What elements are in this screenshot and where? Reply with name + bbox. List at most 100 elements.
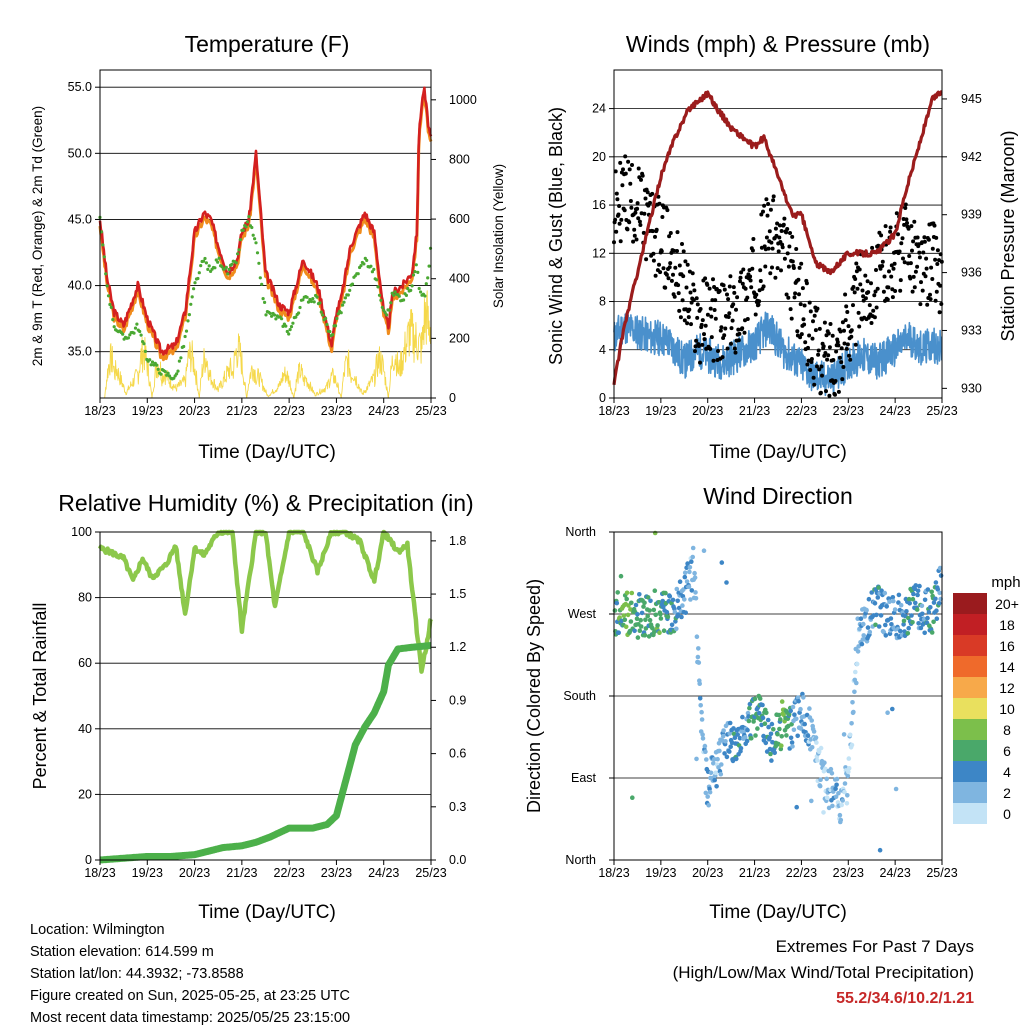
direction-point <box>712 756 717 762</box>
station-latlon: Station lat/lon: 44.3932; -73.8588 <box>30 966 244 982</box>
gust-point <box>857 324 862 329</box>
gust-point <box>913 269 918 274</box>
direction-point <box>698 703 703 708</box>
direction-point <box>898 602 904 608</box>
gust-point <box>677 263 682 268</box>
gust-point <box>661 266 666 271</box>
direction-point <box>817 783 823 789</box>
direction-point <box>833 794 839 800</box>
dewpoint-point <box>230 262 234 266</box>
gust-point <box>699 322 704 327</box>
dewpoint-point <box>268 311 272 315</box>
humidity-xtick-label: 24/23 <box>368 866 399 880</box>
gust-point <box>922 239 927 244</box>
gust-point <box>745 317 750 321</box>
gust-point <box>710 298 715 303</box>
dewpoint-point <box>343 296 347 300</box>
legend-swatch <box>953 593 987 614</box>
gust-point <box>806 345 810 350</box>
dewpoint-point <box>156 367 160 371</box>
direction-point <box>687 565 693 570</box>
gust-point <box>734 307 738 312</box>
gust-point <box>688 290 693 295</box>
gust-point <box>805 362 810 367</box>
gust-point <box>716 349 720 353</box>
gust-point <box>762 203 767 208</box>
winds-xtick-label: 19/23 <box>645 404 676 418</box>
gust-point <box>874 305 879 310</box>
legend-swatch <box>953 698 987 719</box>
gust-point <box>726 315 731 319</box>
gust-point <box>623 154 628 159</box>
dewpoint-point <box>346 293 350 297</box>
dewpoint-point <box>104 272 108 276</box>
direction-point <box>771 727 776 732</box>
gust-point <box>824 389 828 394</box>
direction-point <box>822 760 827 765</box>
direction-point <box>920 611 925 617</box>
gust-point <box>618 239 623 244</box>
winds-xtick-label: 24/23 <box>880 404 911 418</box>
gust-point <box>708 346 713 351</box>
gust-point <box>858 282 863 287</box>
gust-point <box>768 207 773 212</box>
gust-point <box>912 219 917 224</box>
gust-point <box>885 297 890 302</box>
winds-ytick-right-label: 936 <box>961 266 982 280</box>
direction-point <box>760 715 766 721</box>
direction-point <box>701 548 707 553</box>
dewpoint-point <box>108 302 112 307</box>
direction-point <box>926 609 932 615</box>
dewpoint-point <box>379 298 383 302</box>
gust-point <box>831 358 836 362</box>
direction-point <box>676 605 682 611</box>
gust-point <box>863 296 868 301</box>
direction-point <box>795 695 801 700</box>
dewpoint-point <box>385 313 389 317</box>
dewpoint-point <box>251 233 255 237</box>
dewpoint-point <box>182 344 186 349</box>
gust-point <box>804 281 809 286</box>
humidity-xtick-label: 23/23 <box>321 866 352 880</box>
direction-point <box>675 612 681 617</box>
direction-xlabel: Time (Day/UTC) <box>709 902 847 923</box>
gust-point <box>881 289 886 294</box>
gust-point <box>919 280 923 285</box>
direction-point <box>837 812 843 818</box>
gust-point <box>619 217 624 222</box>
gust-point <box>622 208 627 213</box>
gust-point <box>813 328 818 333</box>
gust-point <box>938 283 943 288</box>
direction-point <box>738 746 744 751</box>
gust-point <box>725 346 730 351</box>
direction-point <box>655 623 660 628</box>
dewpoint-point <box>247 215 251 219</box>
gust-point <box>797 265 802 270</box>
direction-point <box>792 712 797 717</box>
gust-point <box>809 360 814 364</box>
dewpoint-point <box>263 300 267 304</box>
direction-point <box>828 766 834 772</box>
gust-point <box>763 264 768 269</box>
dewpoint-point <box>365 258 369 262</box>
gust-point <box>823 351 828 355</box>
gust-point <box>693 349 697 354</box>
direction-xtick-label: 20/23 <box>692 866 723 880</box>
gust-point <box>717 289 722 293</box>
direction-point <box>694 634 700 639</box>
direction-point <box>802 721 807 727</box>
gust-point <box>632 227 637 232</box>
gust-point <box>788 307 793 312</box>
extremes-subheading: (High/Low/Max Wind/Total Precipitation) <box>672 963 974 982</box>
dewpoint-point <box>179 356 183 360</box>
dewpoint-point <box>410 284 414 288</box>
gust-point <box>748 274 753 279</box>
direction-point <box>910 596 916 602</box>
direction-point <box>891 598 896 604</box>
direction-point <box>648 598 653 604</box>
direction-point <box>635 635 641 640</box>
gust-point <box>910 289 915 294</box>
direction-point <box>663 590 668 596</box>
gust-point <box>787 244 792 249</box>
gust-point <box>700 318 705 323</box>
